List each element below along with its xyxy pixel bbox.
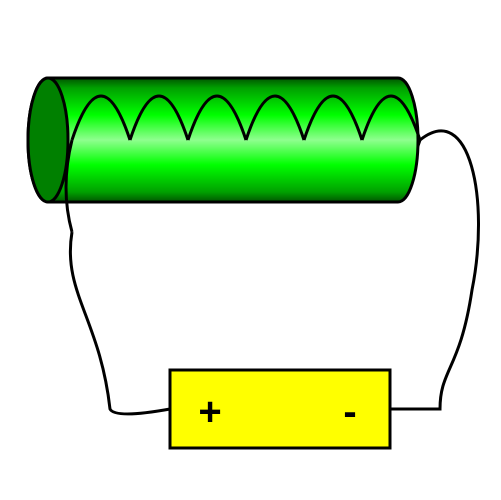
battery-minus-label: - — [343, 390, 356, 434]
battery-plus-label: + — [198, 390, 221, 434]
wire-left — [70, 232, 170, 414]
electromagnet-diagram: +- — [28, 78, 479, 448]
cylinder-end-face — [28, 78, 68, 202]
